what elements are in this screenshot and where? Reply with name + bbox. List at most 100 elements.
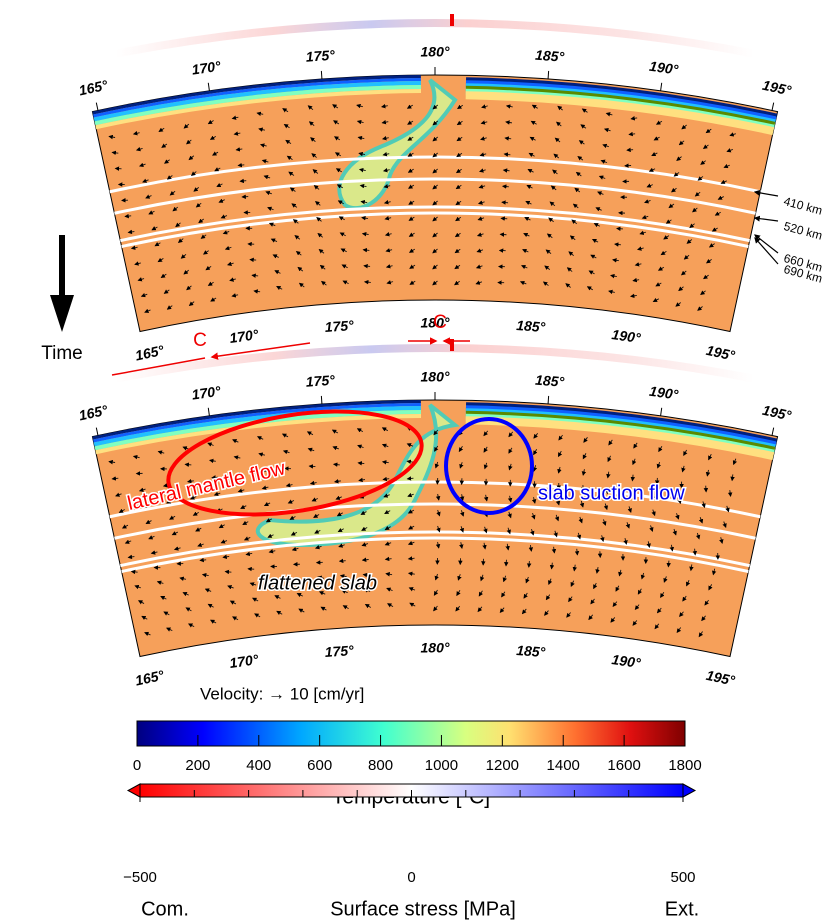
velocity-arrow (341, 589, 348, 594)
velocity-arrow (407, 556, 415, 561)
velocity-arrow (360, 199, 368, 205)
velocity-arrow (434, 445, 439, 452)
velocity-arrow (184, 462, 192, 467)
velocity-arrow (163, 611, 170, 616)
velocity-arrow (252, 597, 259, 602)
velocity-arrow (711, 227, 718, 232)
velocity-arrow (623, 538, 628, 545)
velocity-arrow (505, 543, 510, 551)
velocity-arrow (432, 136, 439, 142)
velocity-arrow (333, 136, 341, 141)
velocity-arrow (683, 254, 690, 260)
velocity-arrow (310, 137, 316, 142)
velocity-arrow (207, 603, 214, 609)
velocity-arrow (708, 453, 713, 461)
stress-left-label: Com. (141, 898, 189, 920)
velocity-arrow (477, 606, 483, 613)
velocity-arrow (240, 504, 247, 509)
velocity-arrow (137, 600, 145, 605)
velocity-arrow (730, 474, 735, 482)
model-panel: 165° 165° 170° 170° 175° 175° 180° 180° 185° 185°… (77, 14, 793, 364)
velocity-arrow (701, 501, 706, 509)
velocity-arrow (287, 499, 295, 504)
velocity-arrow (253, 289, 261, 294)
velocity-arrow (408, 200, 415, 205)
velocity-arrow (578, 140, 585, 145)
velocity-arrow (363, 263, 371, 269)
lon-tick (95, 102, 99, 111)
phase-boundary (121, 536, 749, 573)
velocity-arrow (335, 168, 343, 173)
velocity-arrow (657, 266, 665, 271)
velocity-arrow (276, 286, 283, 291)
velocity-arrow (362, 247, 370, 253)
velocity-arrow (499, 607, 505, 614)
velocity-arrow (381, 427, 389, 432)
velocity-arrow (282, 449, 290, 455)
velocity-arrow (663, 576, 668, 583)
stress-right-label: Ext. (665, 898, 699, 920)
velocity-arrow (549, 562, 555, 570)
velocity-arrow (435, 541, 441, 549)
velocity-arrow (222, 554, 230, 559)
velocity-arrow (576, 532, 582, 540)
phase-boundary (120, 205, 750, 243)
temperature-tick-label: 1200 (486, 757, 519, 774)
velocity-arrow (356, 428, 364, 433)
velocity-arrow (267, 206, 274, 211)
velocity-arrow (285, 482, 293, 488)
velocity-arrow (408, 587, 416, 592)
velocity-arrow (180, 254, 187, 259)
velocity-arrow (229, 277, 236, 282)
velocity-arrow (134, 584, 141, 590)
velocity-arrow (549, 201, 556, 207)
velocity-arrow (615, 585, 620, 592)
temperature-tick-label: 200 (185, 757, 210, 774)
velocity-arrow (679, 611, 684, 618)
velocity-arrow (673, 172, 680, 177)
velocity-arrow (141, 615, 148, 621)
velocity-arrow (605, 112, 613, 117)
velocity-arrow (294, 235, 301, 240)
velocity-arrow (639, 230, 647, 235)
velocity-arrow (148, 535, 155, 540)
velocity-arrow (182, 446, 190, 451)
velocity-arrow (686, 239, 693, 244)
velocity-arrow (342, 280, 349, 285)
velocity-arrow (526, 185, 533, 190)
velocity-arrow (361, 557, 369, 562)
velocity-arrow (134, 261, 141, 266)
depth-pointer (754, 237, 779, 265)
velocity-arrow (207, 442, 214, 447)
velocity-arrow (705, 469, 711, 477)
velocity-arrow (600, 159, 608, 164)
velocity-arrow (307, 105, 314, 111)
annotation-suction: slab suction flow (538, 482, 685, 504)
lon-tick (547, 395, 550, 404)
velocity-arrow (656, 607, 662, 614)
velocity-arrow (432, 168, 438, 174)
velocity-arrow (381, 103, 388, 109)
velocity-arrow (186, 478, 194, 484)
velocity-arrow (554, 514, 560, 522)
velocity-arrow (333, 120, 340, 125)
lon-label-top: 185° (535, 372, 565, 390)
lon-label-top: 170° (191, 383, 222, 403)
velocity-arrow (156, 580, 164, 585)
velocity-arrow (697, 176, 704, 181)
velocity-arrow (318, 248, 325, 254)
velocity-arrow (291, 546, 299, 552)
temperature-tick-label: 1800 (668, 757, 701, 774)
velocity-arrow (480, 574, 485, 582)
velocity-arrow (288, 171, 295, 176)
velocity-arrow (434, 573, 439, 581)
velocity-arrow (254, 613, 261, 618)
velocity-arrow (454, 280, 460, 286)
temperature-tick-label: 1000 (425, 757, 458, 774)
time-label: Time (41, 343, 83, 364)
velocity-arrow (478, 590, 484, 597)
velocity-arrow (263, 175, 271, 180)
velocity-arrow (566, 267, 573, 272)
velocity-arrow (318, 591, 326, 596)
velocity-arrow (407, 509, 415, 514)
